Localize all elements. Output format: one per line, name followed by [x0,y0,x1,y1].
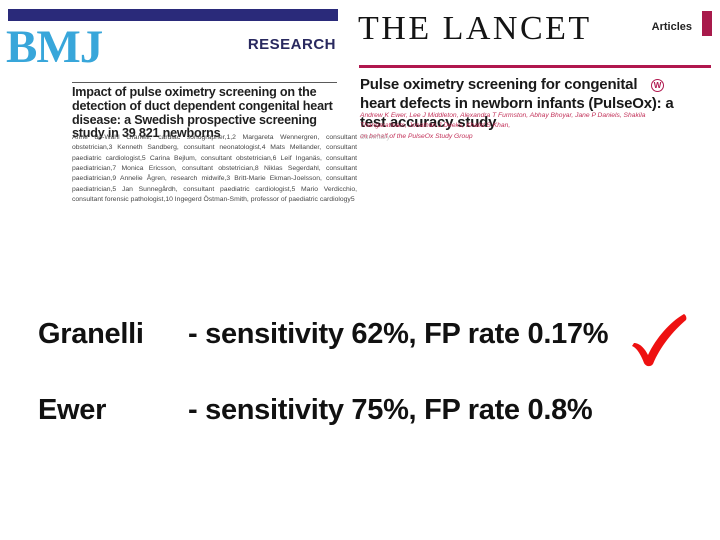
crossmark-w-icon: W [651,79,664,92]
lancet-authors-line1: Andrew K Ewer, Lee J Middleton, Alexandr… [360,112,646,130]
bmj-title-rule [72,82,337,83]
red-checkmark-icon [626,312,690,370]
bmj-logo: BMJ [6,21,103,73]
lancet-logo: THE LANCET [358,10,592,47]
lancet-summary-hint: Summary [360,134,390,141]
finding-row-ewer: Ewer - sensitivity 75%, FP rate 0.8% [38,394,658,427]
finding-row-granelli: Granelli - sensitivity 62%, FP rate 0.17… [38,318,658,351]
bmj-article-title: Impact of pulse oximetry screening on th… [72,85,333,141]
bmj-header-bar [8,9,338,21]
lancet-crimson-rule [359,65,711,68]
study-name: Ewer [38,394,107,426]
bmj-author-list: Anne de-Wahl Granelli, cardiac sonograph… [72,134,357,203]
lancet-article-title: Pulse oximetry screening for congenital … [360,76,674,131]
study-name: Granelli [38,318,144,350]
bmj-section-label: RESEARCH [247,36,336,53]
lancet-articles-bar [702,11,712,36]
lancet-authors-line2: on behalf of the PulseOx Study Group [360,132,473,140]
study-result: - sensitivity 62%, FP rate 0.17% [188,318,609,350]
study-result: - sensitivity 75%, FP rate 0.8% [188,394,593,426]
lancet-section-label: Articles [651,21,692,33]
lancet-author-list: Andrew K Ewer, Lee J Middleton, Alexandr… [360,111,665,142]
